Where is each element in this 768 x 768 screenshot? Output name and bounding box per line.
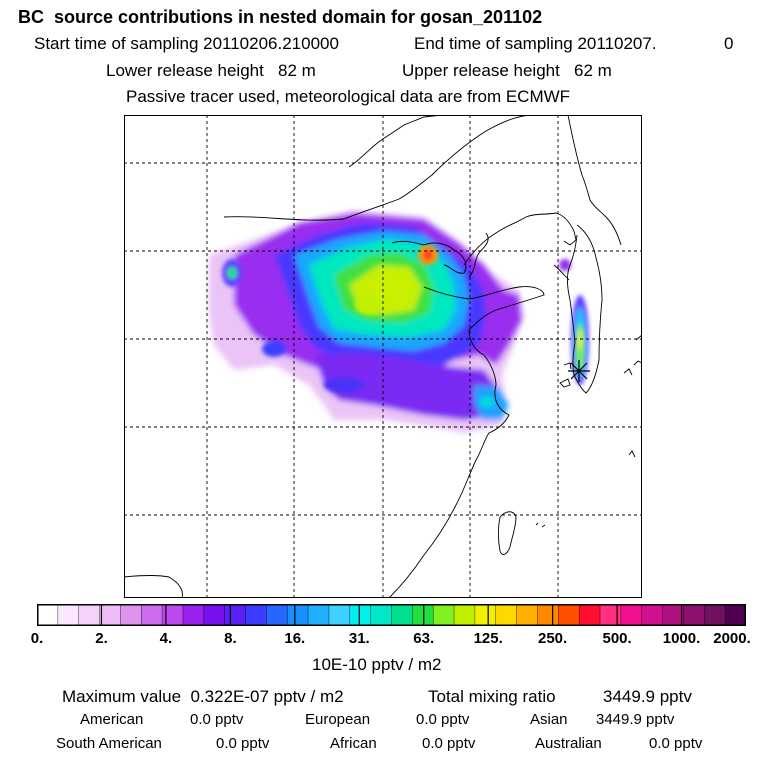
color-scale-cell	[370, 604, 393, 626]
lower-release-height: Lower release height 82 m	[106, 61, 316, 80]
concentration-field	[209, 210, 589, 433]
color-scale-tick-label: 4.	[159, 630, 173, 647]
color-scale-tick-label: 0.	[30, 630, 44, 647]
region-value-asian: 3449.9 pptv	[596, 711, 675, 728]
color-scale-cell	[537, 604, 559, 626]
end-time-suffix: 0	[724, 34, 734, 53]
color-scale-cell	[412, 604, 434, 626]
region-value-south-american: 0.0 pptv	[216, 735, 270, 752]
color-scale-cell	[99, 604, 122, 626]
color-scale-cell	[683, 604, 705, 626]
color-scale-cell	[162, 604, 184, 626]
color-scale-tick-label: 63.	[413, 630, 435, 647]
color-scale-frame	[37, 604, 746, 626]
graticule	[124, 115, 642, 598]
start-time-label: Start time of sampling 20110206.210000	[34, 34, 339, 53]
color-scale-cell	[224, 604, 247, 626]
region-name-american: American	[80, 711, 144, 728]
total-mixing-value: 3449.9 pptv	[603, 687, 692, 706]
color-scale-cell	[600, 604, 622, 626]
map-frame	[124, 115, 642, 598]
color-scale-cell	[641, 604, 664, 626]
color-scale-cell	[308, 604, 330, 626]
tracer-note: Passive tracer used, meteorological data…	[126, 87, 571, 106]
color-scale-tick-label: 125.	[473, 630, 503, 647]
color-scale-tick-label: 1000.	[662, 630, 701, 647]
color-scale-cell	[454, 604, 476, 626]
color-scale-cell	[662, 604, 685, 626]
color-scale-unit: 10E-10 pptv / m2	[312, 655, 442, 674]
color-scale-cell	[474, 604, 497, 626]
upper-release-height: Upper release height 62 m	[402, 61, 612, 80]
region-name-australian: Australian	[535, 735, 602, 752]
color-scale-tick-label: 8.	[224, 630, 237, 647]
color-scale-cell	[704, 604, 726, 626]
color-scale-cell	[495, 604, 518, 626]
coastlines	[124, 115, 642, 598]
region-name-asian: Asian	[530, 711, 568, 728]
color-scale-cell	[203, 604, 226, 626]
color-scale-cell	[579, 604, 601, 626]
color-scale-cell	[558, 604, 580, 626]
region-value-african: 0.0 pptv	[422, 735, 476, 752]
color-scale-cell	[120, 604, 142, 626]
color-scale-cell	[245, 604, 267, 626]
receptor-star-icon	[568, 360, 590, 382]
color-scale-tick-label: 250.	[537, 630, 568, 647]
color-scale-cell	[620, 604, 643, 626]
color-scale-cell	[725, 604, 746, 626]
region-name-african: African	[330, 735, 377, 752]
color-scale-cell	[433, 604, 455, 626]
color-scale-cell	[182, 604, 205, 626]
map-title: BC source contributions in nested domain…	[18, 7, 543, 27]
color-scale-cell	[391, 604, 413, 626]
color-scale-cell	[141, 604, 163, 626]
region-name-european: European	[305, 711, 371, 728]
maximum-value: Maximum value 0.322E-07 pptv / m2	[62, 687, 344, 706]
total-mixing-label: Total mixing ratio	[428, 687, 556, 706]
color-scale-cells	[37, 604, 746, 626]
color-scale-tick-label: 500.	[602, 630, 632, 647]
color-scale-tick-label: 2000.	[713, 630, 751, 647]
color-scale-cell	[78, 604, 101, 626]
color-scale-cell	[266, 604, 288, 626]
end-time-label: End time of sampling 20110207.	[414, 34, 657, 53]
color-scale-cell	[287, 604, 309, 626]
color-scale-cell	[328, 604, 351, 626]
color-scale-cell	[37, 604, 59, 626]
color-scale-tick-label: 2.	[95, 630, 108, 647]
color-scale-tick-label: 31.	[348, 630, 370, 647]
contribution-map	[124, 115, 642, 598]
color-scale-cell	[57, 604, 80, 626]
color-scale-tick-label: 16.	[284, 630, 306, 647]
region-value-australian: 0.0 pptv	[649, 735, 703, 752]
region-value-american: 0.0 pptv	[190, 711, 244, 728]
color-scale	[37, 604, 746, 626]
color-scale-cell	[516, 604, 539, 626]
region-name-south-american: South American	[56, 735, 162, 752]
region-value-european: 0.0 pptv	[416, 711, 470, 728]
color-scale-cell	[349, 604, 372, 626]
color-scale-dividers	[100, 604, 683, 626]
